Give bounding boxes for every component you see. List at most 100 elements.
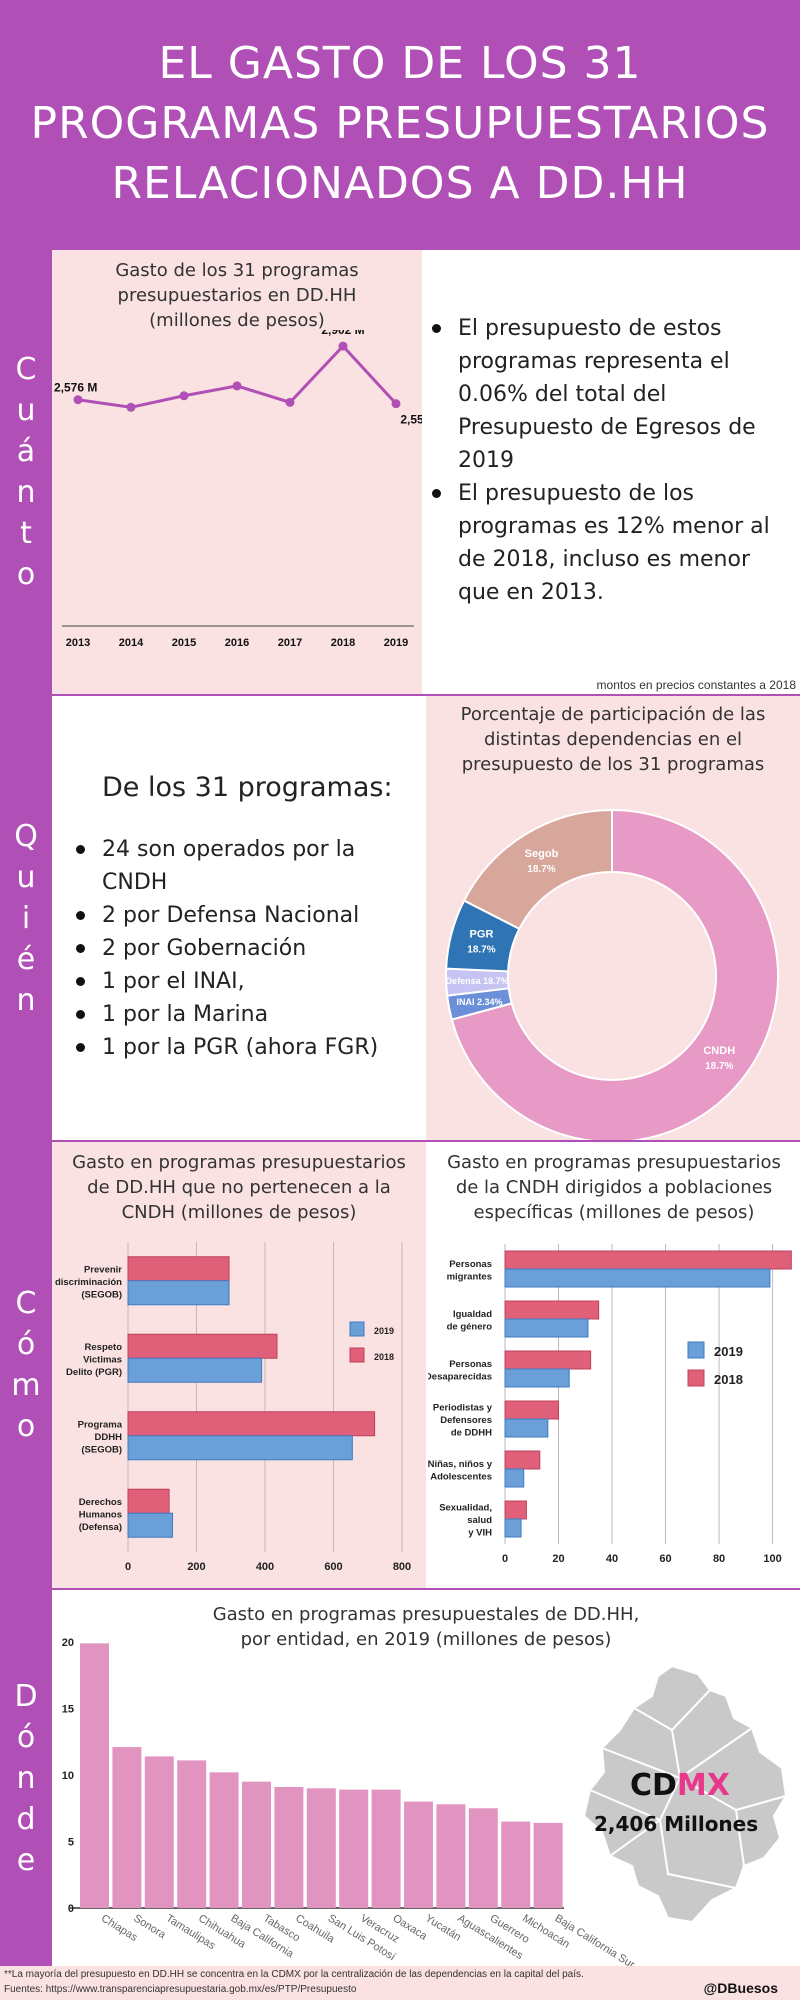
state-bar [436, 1804, 466, 1908]
category-label: Victimas [83, 1354, 122, 1365]
section-divider [0, 694, 800, 696]
data-label: 2,902 M [321, 330, 364, 337]
bar-2018 [127, 1256, 230, 1282]
chart-title-line: Gasto en programas presupuestarios [72, 1152, 406, 1173]
legend-swatch-2018 [687, 1369, 705, 1387]
side-letter: D [14, 1678, 38, 1714]
side-letter: Q [14, 818, 38, 854]
donut-chart: CNDH 18.7% INAI 2.34% Defensa 18.7% PGR 18.7%… [445, 808, 779, 1140]
chart-title-line: específicas (millones de pesos) [473, 1202, 755, 1223]
side-letter: é [16, 941, 36, 977]
slice-label: 18.7% [527, 864, 555, 875]
category-label: Humanos [79, 1509, 122, 1520]
bar-2018 [127, 1411, 376, 1437]
slice-name: Segob [525, 848, 559, 860]
data-point [391, 399, 401, 409]
category-label: Periodistas y [433, 1403, 493, 1414]
legend-label-2019: 2019 [714, 1344, 743, 1359]
x-tick-label: 400 [256, 1561, 274, 1573]
bullet-item: 2 por Gobernación [72, 932, 412, 965]
pie-slice [462, 808, 613, 931]
bar-2018 [504, 1300, 600, 1320]
x-tick-label: 100 [763, 1553, 781, 1565]
footer-handle: @DBuesos [703, 1980, 778, 1996]
state-bar [339, 1789, 369, 1908]
pie-slice [450, 808, 779, 1140]
hbar-chart-1-panel: Gasto en programas presupuestarios de DD… [52, 1142, 426, 1588]
cdmx-value: 2,406 Millones [594, 1812, 759, 1836]
side-label-cuanto: C u á n t o [0, 250, 52, 694]
bullet-item: 2 por Defensa Nacional [72, 899, 412, 932]
chart-title-line: distintas dependencias en el [483, 729, 743, 750]
section-divider [0, 1140, 800, 1142]
bullet-item: El presupuesto de los programas es 12% m… [428, 477, 792, 609]
side-letter: á [16, 434, 36, 469]
category-label: Personas [449, 1359, 492, 1370]
bar-2018 [504, 1450, 541, 1470]
side-label-donde: D ó n d e [0, 1590, 52, 1966]
category-label: Personas [449, 1259, 492, 1270]
line-chart-panel: Gasto de los 31 programas presupuestario… [52, 250, 422, 694]
footer-source: Fuentes: https://www.transparenciapresup… [4, 1984, 357, 1995]
state-bar [306, 1788, 336, 1908]
bullet-item: 1 por el INAI, [72, 965, 412, 998]
x-tick-label: 2019 [384, 637, 408, 649]
legend-swatch-2019 [349, 1321, 365, 1337]
bar-2019 [127, 1435, 353, 1461]
chart-title-line: Gasto de los 31 programas [115, 260, 359, 281]
chart-title-line: por entidad, en 2019 (millones de pesos) [240, 1629, 612, 1650]
bar-2018 [127, 1488, 170, 1514]
quien-text-panel: De los 31 programas: 24 son operados por… [52, 696, 424, 1140]
data-point [179, 391, 189, 401]
line-chart: 2013 2,576 M 2014 2015 2016 2017 2018 2,902 M 20… [54, 330, 422, 649]
side-letter: d [16, 1801, 36, 1837]
series-line [77, 343, 398, 409]
state-bar [533, 1822, 563, 1908]
bar-2019 [127, 1280, 230, 1306]
side-letter: n [16, 475, 36, 510]
bullet-item: El presupuesto de estos programas repres… [428, 312, 792, 477]
category-label: Prevenir [84, 1264, 122, 1275]
slice-name: CNDH [703, 1045, 735, 1057]
section-divider [0, 248, 800, 250]
hbar-chart-1-title: Gasto en programas presupuestarios de DD… [52, 1150, 426, 1225]
bar-2019 [504, 1468, 525, 1488]
state-bar [144, 1756, 174, 1908]
data-point [338, 341, 348, 351]
category-label: Niñas, niños y [428, 1459, 493, 1470]
state-bar-chart: 05101520ChiapasSonoraTamaulipasChihuahua… [62, 1637, 637, 1966]
category-label: Desaparecidas [428, 1371, 492, 1382]
data-point [285, 397, 295, 407]
data-point [232, 381, 242, 391]
side-letter: m [11, 1368, 41, 1403]
cuanto-bullet-list: El presupuesto de estos programas repres… [428, 312, 792, 609]
legend-swatch-2019 [687, 1341, 705, 1359]
category-label: Delito (PGR) [66, 1367, 122, 1378]
data-point [126, 402, 136, 412]
chart-title-line: Porcentaje de participación de las [460, 704, 766, 725]
legend-swatch-2018 [349, 1347, 365, 1363]
side-letter: i [21, 900, 31, 936]
state-bar [404, 1801, 433, 1908]
side-letter: n [16, 982, 36, 1018]
bar-2018 [127, 1333, 278, 1359]
category-label: Defensores [440, 1415, 492, 1426]
side-letter: u [16, 393, 36, 428]
bar-2018 [504, 1250, 792, 1270]
bar-2019 [127, 1357, 263, 1383]
side-label-quien: Q u i é n [0, 696, 52, 1140]
side-letter: o [16, 557, 36, 592]
legend-label-2018: 2018 [374, 1352, 394, 1362]
data-label: 2,576 M [54, 381, 97, 395]
x-tick-label: 2014 [119, 637, 144, 649]
side-letter: ó [16, 1327, 36, 1362]
state-bar [468, 1808, 498, 1908]
quien-heading: De los 31 programas: [102, 772, 393, 803]
chart-title-line: CNDH (millones de pesos) [121, 1202, 357, 1223]
state-bar [242, 1781, 271, 1908]
footer-note: **La mayoría del presupuesto en DD.HH se… [4, 1969, 584, 1980]
x-tick-label: 40 [606, 1553, 618, 1565]
price-note: montos en precios constantes a 2018 [596, 678, 796, 692]
side-letter: o [16, 1409, 36, 1444]
slice-label: 18.7% [705, 1061, 733, 1072]
